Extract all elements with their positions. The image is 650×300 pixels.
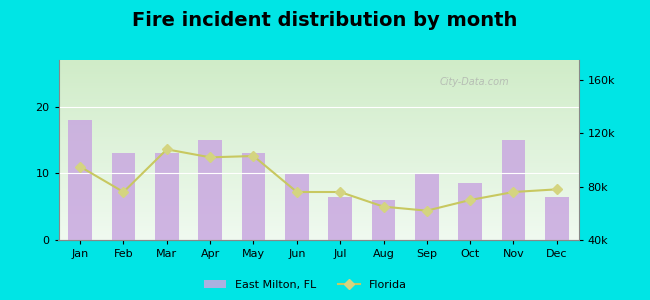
Bar: [372, 200, 395, 240]
Bar: [155, 153, 179, 240]
Bar: [198, 140, 222, 240]
Bar: [285, 173, 309, 240]
Bar: [242, 153, 265, 240]
Text: Fire incident distribution by month: Fire incident distribution by month: [133, 11, 517, 31]
Bar: [68, 120, 92, 240]
Bar: [502, 140, 525, 240]
Bar: [112, 153, 135, 240]
Bar: [415, 173, 439, 240]
Text: City-Data.com: City-Data.com: [439, 76, 510, 87]
Bar: [458, 183, 482, 240]
Legend: East Milton, FL, Florida: East Milton, FL, Florida: [199, 276, 412, 294]
Bar: [545, 197, 569, 240]
Bar: [328, 197, 352, 240]
